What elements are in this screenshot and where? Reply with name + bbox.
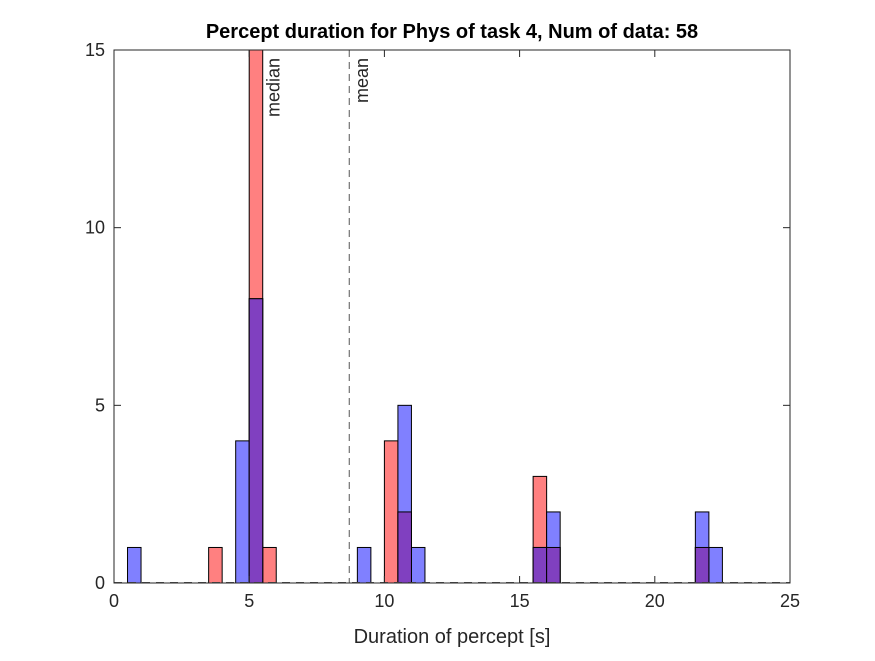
overlap-bar xyxy=(694,546,710,584)
series-a-bar xyxy=(208,546,223,584)
x-tick-label: 20 xyxy=(645,591,665,611)
x-tick-label: 10 xyxy=(374,591,394,611)
mean-label: mean xyxy=(352,58,372,103)
series-b-bar xyxy=(410,546,426,584)
axes-box xyxy=(113,49,791,584)
y-tick-label: 15 xyxy=(85,40,105,60)
x-axis-label: Duration of percept [s] xyxy=(354,626,551,648)
overlap-bar xyxy=(248,298,264,584)
series-a-bar xyxy=(383,440,399,584)
overlap-bar xyxy=(546,546,561,584)
overlap-bar xyxy=(397,511,412,584)
bars-layer xyxy=(114,49,790,584)
axes-layer xyxy=(113,49,791,584)
series-b-bar xyxy=(127,546,142,584)
y-tick-label: 5 xyxy=(95,395,105,415)
text-layer: 0 5 10 15 20 25 0 5 10 15 median mean xyxy=(85,40,800,611)
chart-title: Percept duration for Phys of task 4, Num… xyxy=(206,21,698,43)
y-tick-label: 0 xyxy=(95,573,105,593)
overlap-bar xyxy=(532,546,548,584)
x-tick-label: 25 xyxy=(780,591,800,611)
series-b-bar xyxy=(708,546,723,584)
median-label: median xyxy=(264,58,284,117)
series-a-bar xyxy=(262,546,277,584)
series-b-bar xyxy=(235,440,250,584)
x-tick-label: 0 xyxy=(109,591,119,611)
y-tick-label: 10 xyxy=(85,218,105,238)
x-tick-label: 5 xyxy=(244,591,254,611)
x-tick-label: 15 xyxy=(510,591,530,611)
series-b-bar xyxy=(356,546,372,584)
